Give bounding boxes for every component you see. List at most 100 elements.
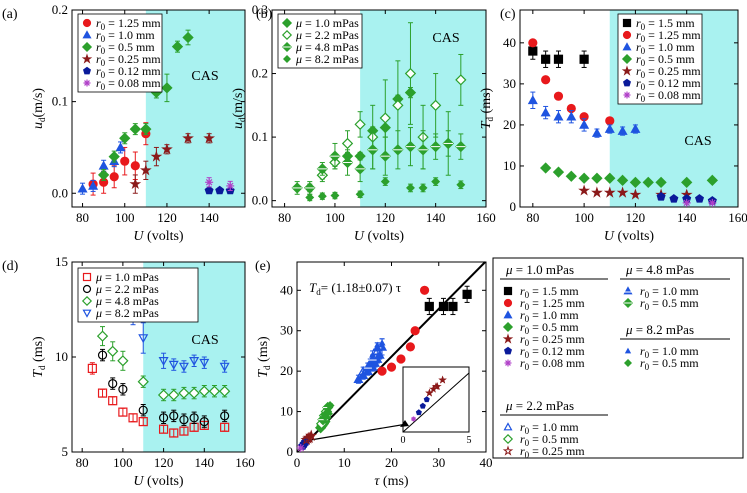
data-point bbox=[97, 388, 108, 398]
series bbox=[305, 177, 466, 202]
marker-shape bbox=[425, 388, 434, 397]
marker-shape bbox=[373, 343, 381, 350]
marker-shape bbox=[622, 30, 632, 40]
data-point bbox=[161, 143, 173, 155]
inset-point bbox=[423, 396, 430, 403]
marker-shape bbox=[527, 95, 538, 105]
data-point bbox=[553, 111, 564, 121]
x-tick-label: 120 bbox=[376, 210, 396, 225]
data-point bbox=[330, 191, 340, 201]
x-tick-label: 120 bbox=[626, 210, 646, 225]
marker-shape bbox=[204, 185, 214, 195]
legend-label: r0 = 1.0 mm bbox=[640, 284, 699, 300]
marker-shape bbox=[82, 30, 92, 39]
data-point bbox=[386, 362, 397, 372]
data-point bbox=[455, 74, 467, 86]
marker-shape bbox=[502, 445, 514, 456]
data-point bbox=[140, 164, 152, 176]
x-tick-label: 160 bbox=[476, 210, 496, 225]
y-axis-label: Td (ms) bbox=[31, 336, 47, 378]
data-point bbox=[642, 176, 654, 189]
inset-fit-line bbox=[402, 372, 470, 433]
x-tick-label: 10 bbox=[338, 455, 351, 470]
legend-label: r0 = 1.0 mm bbox=[96, 28, 155, 44]
legend-label: r0 = 1.0 mm bbox=[520, 308, 579, 324]
y-tick-label: 5 bbox=[62, 444, 69, 459]
marker-shape bbox=[330, 191, 340, 201]
marker-stroke bbox=[297, 444, 305, 452]
data-point bbox=[169, 428, 179, 438]
x-tick-label: 140 bbox=[195, 455, 215, 470]
marker-shape bbox=[119, 132, 131, 144]
y-tick-label: 10 bbox=[503, 158, 516, 173]
data-point bbox=[539, 162, 552, 174]
error-bar bbox=[110, 396, 116, 405]
marker-shape bbox=[157, 389, 170, 401]
marker-shape bbox=[438, 301, 449, 312]
series bbox=[424, 285, 472, 316]
marker-shape bbox=[129, 178, 142, 190]
data-point bbox=[108, 150, 120, 163]
marker-shape bbox=[528, 38, 538, 48]
data-point bbox=[117, 355, 129, 367]
data-point bbox=[305, 193, 315, 202]
plot-frame bbox=[71, 9, 246, 208]
marker-shape bbox=[130, 161, 140, 171]
data-point bbox=[189, 357, 200, 367]
data-point bbox=[341, 156, 354, 169]
data-point bbox=[617, 125, 628, 135]
data-point bbox=[392, 144, 404, 156]
data-point bbox=[629, 188, 642, 200]
data-point bbox=[219, 362, 230, 372]
marker-shape bbox=[98, 160, 109, 170]
marker-shape bbox=[405, 342, 415, 352]
y-tick-label: 30 bbox=[503, 76, 516, 91]
marker-shape bbox=[616, 186, 629, 198]
legend-frame bbox=[492, 257, 744, 459]
data-point bbox=[354, 118, 366, 131]
marker-shape bbox=[138, 405, 148, 415]
legend-label: μ = 4.8 mPas bbox=[95, 294, 159, 308]
legend-marker bbox=[624, 359, 632, 367]
legend-label: μ = 8.2 mPas bbox=[295, 52, 359, 66]
data-point bbox=[669, 194, 679, 203]
marker-shape bbox=[604, 172, 616, 184]
cas-label: CAS bbox=[191, 69, 218, 84]
marker-shape bbox=[622, 42, 632, 51]
inset-point bbox=[438, 375, 447, 384]
marker-shape bbox=[305, 429, 317, 441]
marker-shape bbox=[188, 387, 200, 399]
legend-group-title: μ = 8.2 mPas bbox=[625, 322, 694, 337]
marker-shape bbox=[179, 415, 189, 425]
marker-shape bbox=[418, 183, 428, 193]
data-point bbox=[410, 326, 420, 336]
legend-marker bbox=[622, 18, 632, 28]
data-point bbox=[579, 54, 589, 64]
marker-shape bbox=[669, 194, 679, 203]
cas-label: CAS bbox=[191, 333, 218, 348]
marker-shape bbox=[108, 396, 118, 406]
y-tick-label: 10 bbox=[55, 349, 68, 364]
data-point bbox=[205, 178, 214, 187]
legend-label: r0 = 0.25 mm bbox=[636, 64, 701, 80]
marker-shape bbox=[128, 413, 138, 423]
marker-shape bbox=[455, 74, 467, 86]
marker-shape bbox=[82, 18, 92, 28]
data-point bbox=[179, 415, 189, 425]
data-point bbox=[367, 144, 379, 156]
data-point bbox=[591, 186, 603, 198]
data-point bbox=[396, 354, 406, 364]
data-point bbox=[77, 183, 88, 193]
data-point bbox=[541, 54, 551, 64]
legend-marker bbox=[502, 333, 514, 344]
marker-shape bbox=[220, 422, 230, 432]
data-point bbox=[296, 443, 305, 452]
data-point bbox=[369, 351, 377, 358]
x-tick-label: 100 bbox=[325, 210, 345, 225]
marker-shape bbox=[281, 29, 293, 41]
data-point bbox=[418, 183, 428, 193]
legend-label: μ = 1.0 mPas bbox=[295, 16, 359, 30]
